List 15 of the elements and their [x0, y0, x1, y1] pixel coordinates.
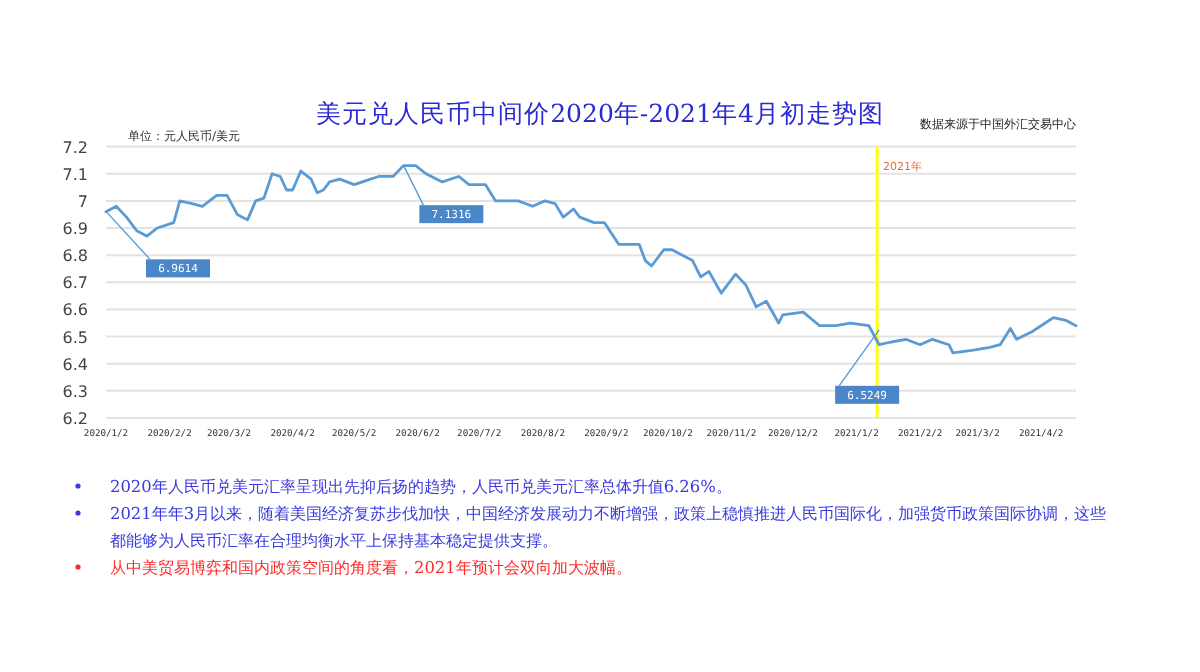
y-tick-label: 7.2 — [62, 138, 88, 157]
y-tick-label: 6.8 — [62, 247, 88, 266]
chart-title: 美元兑人民币中间价2020年-2021年4月初走势图 — [316, 98, 884, 128]
text: 从中美贸易博弈和国内政策空间的角度看，2021年预计会双向加大波幅。 — [110, 557, 632, 577]
y-tick-label: 6.5 — [62, 328, 88, 347]
text: 2020年人民币兑美元汇率呈现出先抑后扬的趋势，人民币兑美元汇率总体升值6.26%。 — [110, 476, 732, 496]
text: 2021年年3月以来，随着美国经济复苏步伐加快，中国经济发展动力不断增强，政策上稳慎推进人民币国际化，加强货币政策国际协调，这些都能够为人民币汇率在合理均衡水平上保持基本稳定提供支撑。 — [110, 503, 1107, 550]
y-tick-label: 6.6 — [62, 301, 88, 320]
y-tick-label: 7.1 — [62, 165, 88, 184]
y-tick-label: 7 — [77, 192, 88, 211]
y-tick-label: 6.3 — [62, 382, 88, 401]
y-tick-label: 6.4 — [62, 355, 88, 374]
y-tick-label: 6.2 — [62, 410, 88, 428]
y-tick-label: 6.9 — [62, 220, 88, 239]
y-tick-label: 6.7 — [62, 274, 88, 293]
